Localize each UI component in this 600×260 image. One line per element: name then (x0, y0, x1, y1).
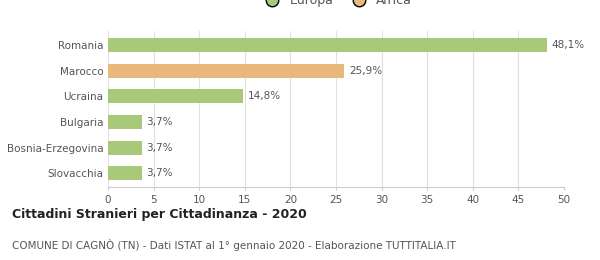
Bar (108, 115, 142, 129)
Text: 3,7%: 3,7% (146, 168, 173, 178)
Text: 3,7%: 3,7% (146, 142, 173, 153)
Legend: Europa, Africa: Europa, Africa (255, 0, 417, 12)
Bar (108, 64, 344, 78)
Text: 25,9%: 25,9% (349, 66, 382, 76)
Text: 48,1%: 48,1% (551, 40, 584, 50)
Text: Cittadini Stranieri per Cittadinanza - 2020: Cittadini Stranieri per Cittadinanza - 2… (12, 208, 307, 221)
Bar (108, 140, 142, 154)
Text: 14,8%: 14,8% (248, 92, 281, 101)
Bar (108, 166, 142, 180)
Text: COMUNE DI CAGNÒ (TN) - Dati ISTAT al 1° gennaio 2020 - Elaborazione TUTTITALIA.I: COMUNE DI CAGNÒ (TN) - Dati ISTAT al 1° … (12, 239, 456, 251)
Bar (108, 89, 243, 103)
Bar (108, 38, 547, 52)
Text: 3,7%: 3,7% (146, 117, 173, 127)
